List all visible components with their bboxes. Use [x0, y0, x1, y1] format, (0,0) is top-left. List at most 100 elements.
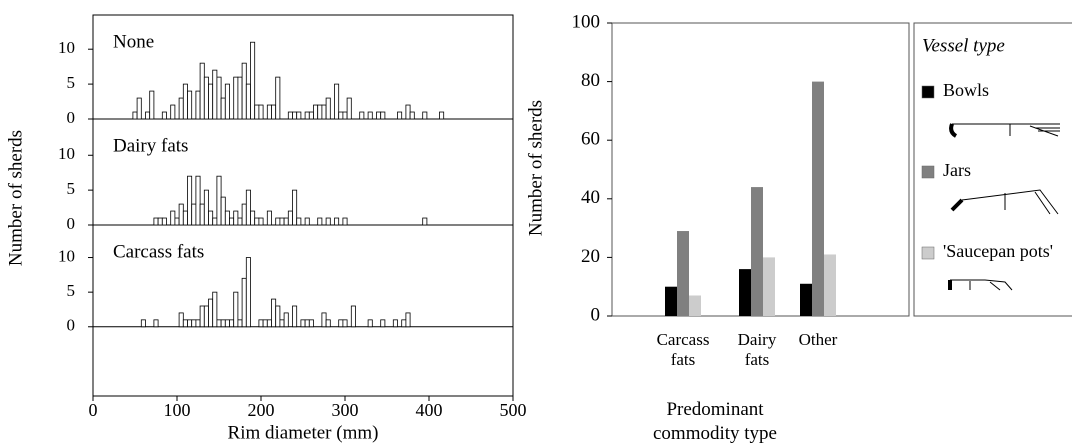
bar — [216, 175, 222, 226]
bar — [220, 319, 226, 328]
bar — [224, 319, 230, 328]
left-frame — [92, 14, 514, 397]
legend-label: 'Saucepan pots' — [943, 241, 1053, 261]
bar — [182, 319, 188, 328]
bar — [241, 277, 247, 328]
bar — [140, 319, 146, 328]
bar — [136, 97, 142, 120]
y-tick-label: 5 — [67, 179, 76, 198]
bar — [439, 111, 445, 120]
bar — [208, 210, 214, 226]
bar — [763, 257, 775, 316]
bar — [245, 257, 251, 328]
bar — [208, 83, 214, 120]
legend-label: Bowls — [943, 80, 989, 100]
bar — [224, 210, 230, 226]
bar — [677, 231, 689, 316]
x-tick-label: 500 — [500, 400, 527, 420]
bar — [367, 111, 373, 120]
bar — [342, 217, 348, 226]
legend-swatch — [921, 165, 935, 179]
bar — [304, 217, 310, 226]
x-tick-label: 100 — [164, 400, 191, 420]
bar — [321, 312, 327, 328]
bar — [174, 217, 180, 226]
bar — [178, 312, 184, 328]
bar — [170, 210, 176, 226]
bar — [212, 69, 218, 120]
bar — [283, 217, 289, 226]
bar — [359, 111, 365, 120]
bar — [191, 203, 197, 226]
x-tick-label: Other — [798, 330, 838, 349]
bar — [287, 111, 293, 120]
bar — [220, 97, 226, 120]
y-tick-label: 5 — [67, 73, 76, 92]
bar — [195, 175, 201, 226]
bar — [178, 203, 184, 226]
bar — [153, 217, 159, 226]
x-tick-label: Carcass fats — [656, 330, 710, 369]
bar — [401, 319, 407, 328]
bar — [233, 76, 239, 120]
bar — [262, 319, 268, 328]
bar — [397, 111, 403, 120]
y-tick-label: 20 — [581, 246, 600, 267]
bar — [292, 305, 298, 328]
bar — [195, 319, 201, 328]
y-axis-label: Number of sherds — [5, 130, 26, 266]
bar — [182, 83, 188, 120]
bar — [350, 305, 356, 328]
bar — [321, 104, 327, 120]
bar — [241, 203, 247, 226]
bar — [199, 305, 205, 328]
x-axis-label: Predominant commodity type — [652, 399, 777, 444]
bar — [271, 104, 277, 120]
bar — [187, 90, 193, 120]
bar — [325, 97, 331, 120]
bar — [271, 298, 277, 328]
y-tick-label: 100 — [572, 11, 601, 32]
bar — [153, 319, 159, 328]
bar — [392, 319, 398, 328]
bar — [824, 254, 836, 316]
bar — [233, 291, 239, 328]
bar — [237, 319, 243, 328]
legend-swatch — [921, 85, 935, 99]
bar — [132, 111, 138, 120]
bar — [216, 319, 222, 328]
y-tick-label: 40 — [581, 187, 600, 208]
y-axis-label: Number of sherds — [525, 100, 546, 236]
y-tick-label: 5 — [67, 281, 76, 300]
legend-swatch — [921, 246, 935, 260]
bar — [325, 217, 331, 226]
bar — [800, 283, 812, 316]
bar — [292, 189, 298, 226]
y-tick-label: 80 — [581, 70, 600, 91]
bar — [145, 111, 151, 120]
bar — [296, 111, 302, 120]
bar — [325, 319, 331, 328]
bar — [409, 111, 415, 120]
bar — [237, 76, 243, 120]
bar — [220, 196, 226, 226]
bar — [170, 104, 176, 120]
bar — [296, 217, 302, 226]
bar — [812, 81, 824, 316]
bar — [275, 76, 281, 120]
bar — [308, 111, 314, 120]
bar — [224, 83, 230, 120]
y-tick-label: 10 — [58, 38, 75, 57]
bar — [250, 41, 256, 120]
bar — [405, 104, 411, 120]
bar — [245, 189, 251, 226]
bar — [266, 104, 272, 120]
bar — [258, 217, 264, 226]
bar — [380, 319, 386, 328]
bar — [283, 312, 289, 328]
bar — [187, 319, 193, 328]
bar — [258, 104, 264, 120]
bar — [665, 286, 677, 316]
bar — [338, 319, 344, 328]
